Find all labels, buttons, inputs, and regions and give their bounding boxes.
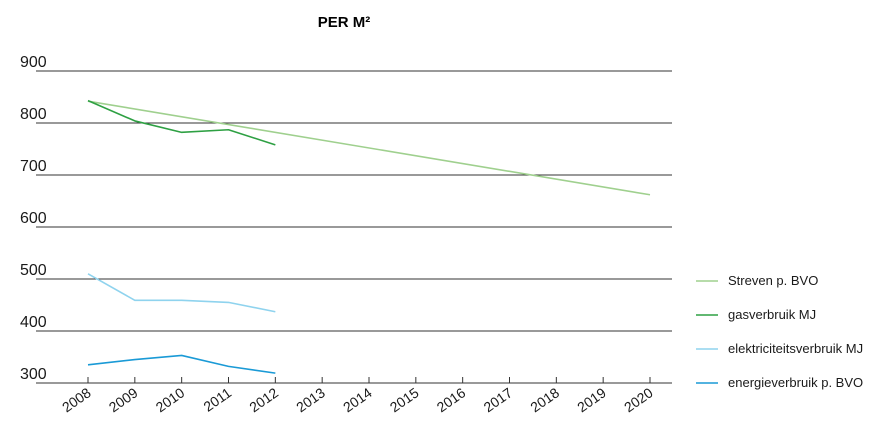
legend: Streven p. BVO gasverbruik MJ elektricitei… [696, 273, 863, 390]
series-line-1 [87, 99, 276, 146]
chart-title: PER M² [318, 14, 371, 31]
x-tick-label: 2019 [574, 384, 609, 415]
x-tick-label: 2009 [106, 384, 141, 415]
x-tick-label: 2008 [59, 384, 94, 415]
gridlines [36, 70, 672, 384]
y-tick-label: 700 [20, 158, 47, 175]
x-tick-label: 2018 [527, 384, 562, 415]
y-tick-label: 300 [20, 366, 47, 383]
y-tick-label: 600 [20, 210, 47, 227]
series-line-0 [87, 100, 651, 196]
y-tick-label: 900 [20, 54, 47, 71]
series-line-3 [87, 354, 276, 374]
x-tick-label: 2016 [434, 384, 469, 415]
series-line-2 [87, 273, 276, 313]
x-tick-label: 2017 [481, 384, 516, 415]
x-tick-label: 2012 [246, 384, 281, 415]
y-tick-label: 800 [20, 106, 47, 123]
x-tick-label: 2015 [387, 384, 422, 415]
x-tick-label: 2011 [200, 384, 234, 414]
legend-label: gasverbruik MJ [728, 307, 816, 322]
x-tick-label: 2013 [293, 384, 328, 415]
x-tick-label: 2020 [621, 384, 656, 415]
y-axis-tick-labels: 900 800 700 600 500 400 300 [20, 54, 47, 383]
legend-label: energieverbruik p. BVO [728, 375, 863, 390]
x-tick-label: 2010 [153, 384, 188, 415]
series-lines [87, 99, 651, 374]
legend-label: Streven p. BVO [728, 273, 818, 288]
x-tick-label: 2014 [340, 384, 375, 415]
y-tick-label: 400 [20, 314, 47, 331]
legend-label: elektriciteitsverbruik MJ [728, 341, 863, 356]
y-tick-label: 500 [20, 262, 47, 279]
